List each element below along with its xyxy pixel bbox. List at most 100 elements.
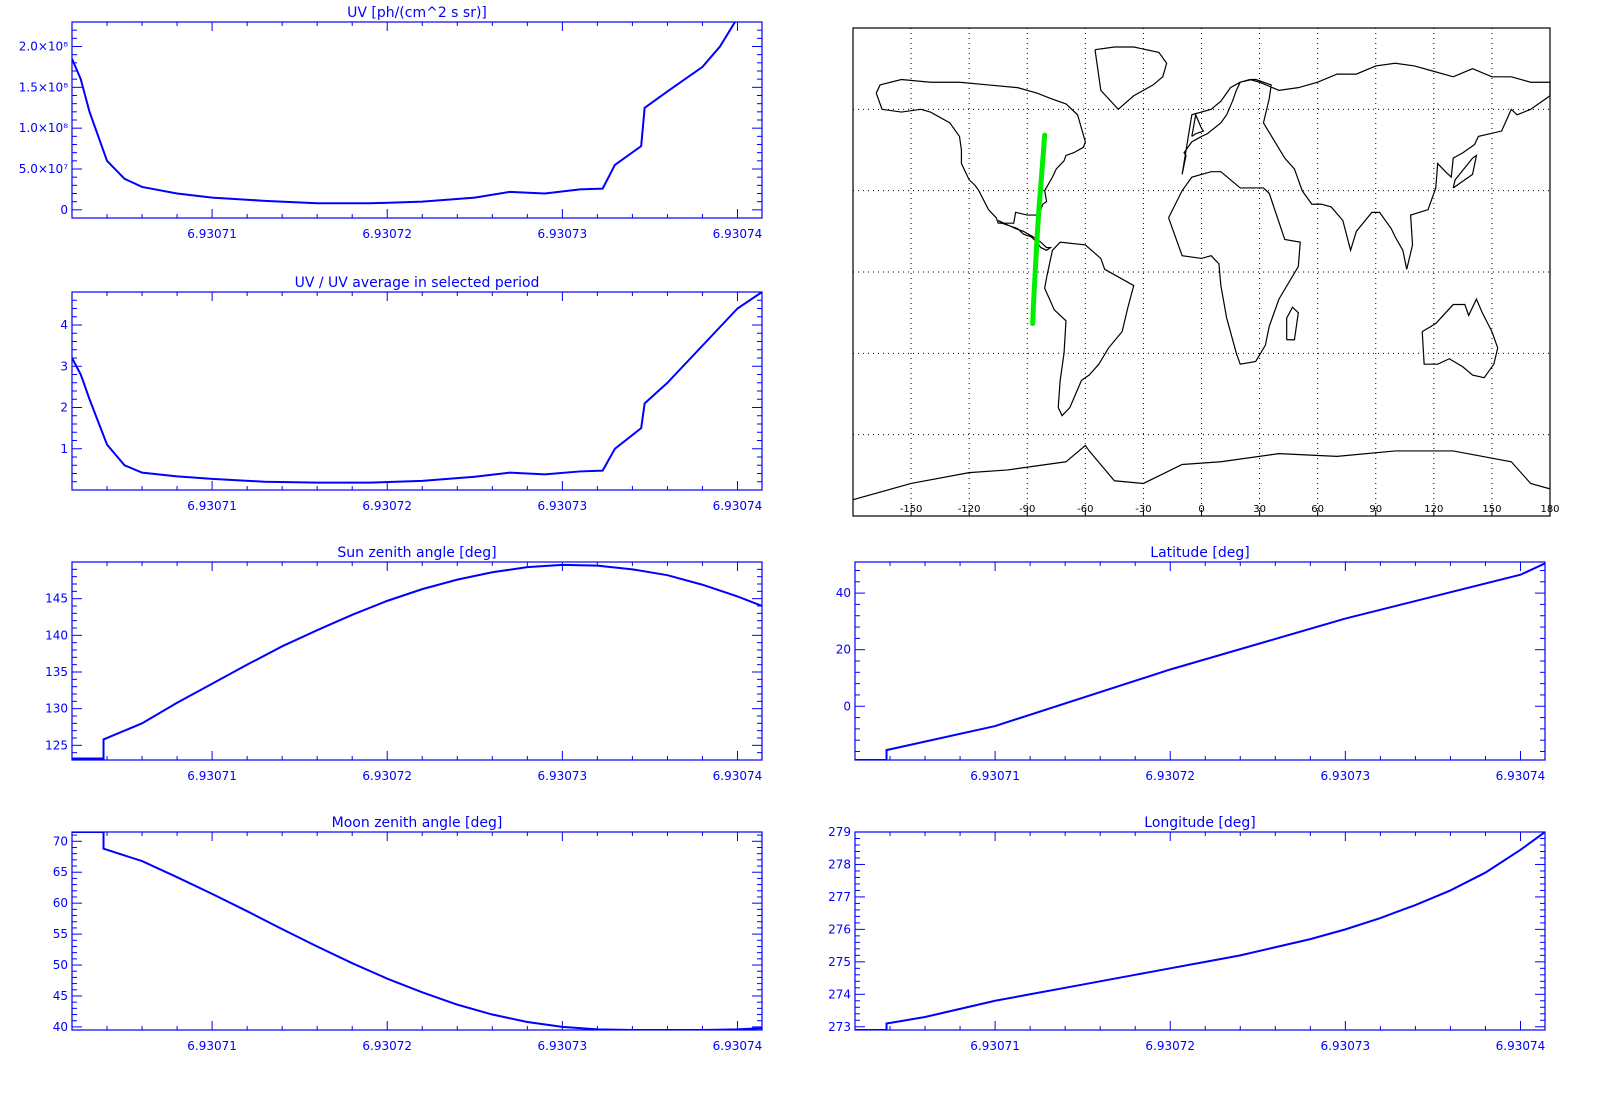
map-x-tick-label: 180 [1540,504,1559,515]
data-line [72,563,762,760]
map-x-tick-label: 30 [1253,504,1266,515]
coastline-africa [1168,171,1301,365]
y-tick-label: 278 [828,857,851,871]
y-tick-label: 55 [53,927,68,941]
map-x-tick-label: -150 [900,504,923,515]
x-tick-label: 6.93071 [187,1039,237,1053]
y-tick-label: 60 [53,896,68,910]
y-tick-label: 50 [53,958,68,972]
x-tick-label: 6.93071 [187,769,237,783]
y-tick-label: 276 [828,922,851,936]
panel-uv-ratio: UV / UV average in selected period 6.9307… [60,275,763,513]
map-x-tick-label: 90 [1369,504,1382,515]
x-tick-label: 6.93074 [713,227,763,241]
y-tick-label: 130 [45,702,68,716]
plot-frame [71,561,763,761]
y-tick-label: 275 [828,955,851,969]
panel-latitude: Latitude [deg] 6.93071 6.93072 6.93073 6.930… [836,545,1546,783]
y-tick-label: 0 [60,203,68,217]
panel-longitude: Longitude [deg] 6.93071 6.93072 6.93073 6.93… [828,815,1546,1053]
plot-title: UV [ph/(cm^2 s sr)] [347,5,487,21]
coastline-south-america [1044,241,1135,417]
data-line [72,292,762,484]
data-line [72,22,737,205]
map-x-tick-label: -30 [1135,504,1151,515]
y-tick-label: 135 [45,665,68,679]
x-tick-label: 6.93074 [713,1039,763,1053]
y-tick-label: 20 [836,643,851,657]
y-tick-label: 273 [828,1020,851,1034]
panel-uv: UV [ph/(cm^2 s sr)] 6.93071 6.93072 6.93073… [19,5,763,241]
map-frame [852,27,1551,517]
y-tick-label: 45 [53,989,68,1003]
map-x-tick-label: 0 [1198,504,1204,515]
map-x-tick-label: 60 [1311,504,1324,515]
coastline-antarctica [852,444,1551,501]
coastline-eurasia [1181,62,1551,270]
x-tick-label: 6.93072 [362,227,412,241]
plot-title: Longitude [deg] [1144,815,1255,831]
y-tick-label: 125 [45,738,68,752]
plot-title: UV / UV average in selected period [295,275,540,291]
y-tick-label: 1.0×10⁸ [19,121,68,135]
data-line [72,832,762,1030]
map-x-tick-label: 150 [1482,504,1501,515]
x-tick-label: 6.93073 [538,499,588,513]
y-tick-label: 2.0×10⁸ [19,40,68,54]
x-tick-label: 6.93072 [1145,1039,1195,1053]
y-tick-label: 40 [53,1020,68,1034]
plot-frame [71,21,763,219]
map-x-tick-label: -120 [958,504,981,515]
y-tick-label: 0 [843,699,851,713]
x-tick-label: 6.93071 [970,1039,1020,1053]
plot-title: Sun zenith angle [deg] [337,545,496,561]
satellite-track [1030,132,1048,327]
y-tick-label: 40 [836,586,851,600]
x-tick-label: 6.93074 [713,769,763,783]
y-tick-label: 4 [60,318,68,332]
y-tick-label: 2 [60,401,68,415]
y-tick-label: 1.5×10⁸ [19,80,68,94]
map-x-tick-label: -60 [1077,504,1093,515]
coastline-madagascar [1286,306,1299,341]
x-tick-label: 6.93074 [1496,769,1546,783]
data-line [855,832,1545,1030]
data-line [855,562,1545,760]
x-tick-label: 6.93071 [187,499,237,513]
x-tick-label: 6.93073 [1321,769,1371,783]
y-tick-label: 65 [53,865,68,879]
y-tick-label: 145 [45,592,68,606]
x-tick-label: 6.93073 [538,769,588,783]
x-tick-label: 6.93074 [713,499,763,513]
x-tick-label: 6.93072 [362,769,412,783]
coastline-uk [1191,112,1205,137]
map-x-tick-label: -90 [1019,504,1035,515]
y-tick-label: 70 [53,834,68,848]
x-tick-label: 6.93071 [970,769,1020,783]
coastline-greenland [1094,46,1168,111]
x-tick-label: 6.93074 [1496,1039,1546,1053]
y-tick-label: 3 [60,359,68,373]
x-tick-label: 6.93072 [1145,769,1195,783]
panel-world-map: -150 -120 -90 -60 -30 0 30 60 90 120 150 180 [852,27,1560,517]
coastline-central-america [997,219,1053,252]
panel-sun-zenith-angle: Sun zenith angle [deg] 6.93071 6.93072 6.93… [45,545,763,783]
y-tick-label: 274 [828,987,851,1001]
x-tick-label: 6.93073 [538,1039,588,1053]
y-tick-label: 1 [60,442,68,456]
y-tick-label: 5.0×10⁷ [19,162,68,176]
plot-frame [71,831,763,1031]
plot-title: Moon zenith angle [deg] [332,815,503,831]
x-tick-label: 6.93072 [362,1039,412,1053]
map-x-tick-label: 120 [1424,504,1443,515]
plot-title: Latitude [deg] [1150,545,1249,561]
panel-moon-zenith-angle: Moon zenith angle [deg] 6.93071 6.93072 6.9… [53,815,763,1053]
y-tick-label: 277 [828,890,851,904]
x-tick-label: 6.93073 [538,227,588,241]
coastline-japan [1452,154,1478,189]
coastline-australia [1421,297,1499,379]
x-tick-label: 6.93072 [362,499,412,513]
y-tick-label: 279 [828,825,851,839]
x-tick-label: 6.93071 [187,227,237,241]
